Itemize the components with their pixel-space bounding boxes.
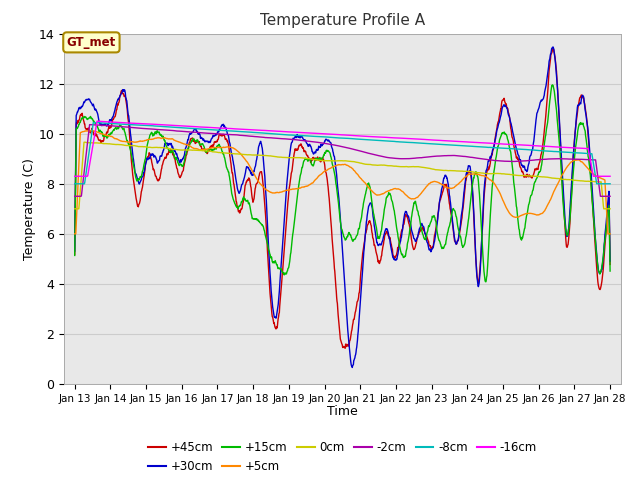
Title: Temperature Profile A: Temperature Profile A xyxy=(260,13,425,28)
Y-axis label: Temperature (C): Temperature (C) xyxy=(22,158,36,260)
X-axis label: Time: Time xyxy=(327,405,358,418)
Text: GT_met: GT_met xyxy=(67,36,116,49)
Legend: +45cm, +30cm, +15cm, +5cm, 0cm, -2cm, -8cm, -16cm: +45cm, +30cm, +15cm, +5cm, 0cm, -2cm, -8… xyxy=(143,437,541,478)
